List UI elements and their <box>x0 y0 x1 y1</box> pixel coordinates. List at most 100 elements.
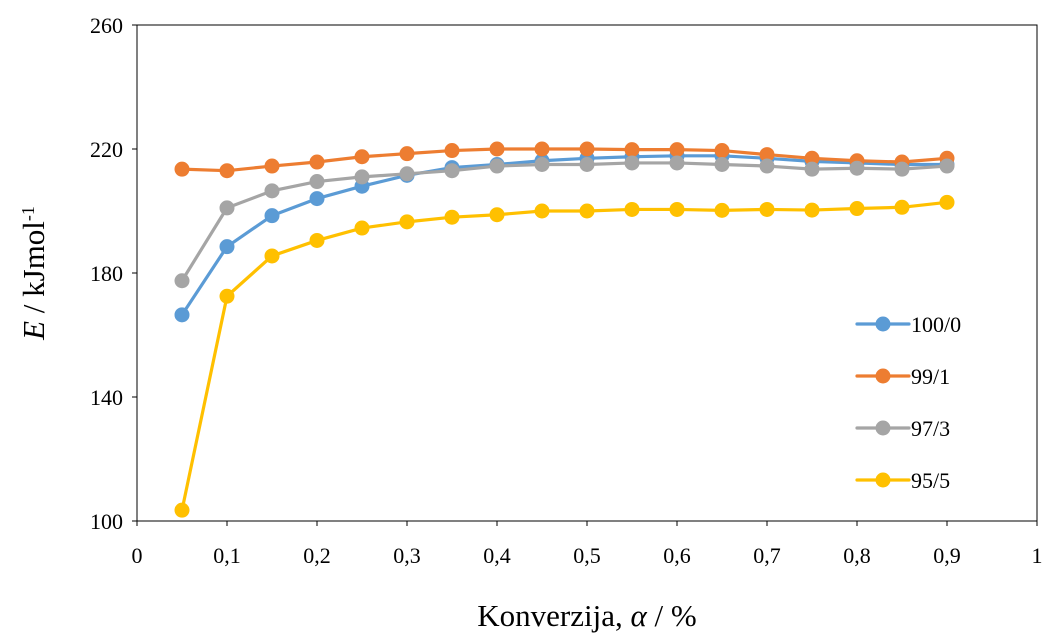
series-point <box>174 502 190 518</box>
x-axis-title: Konverzija, α / % <box>477 598 696 633</box>
legend: 100/0 99/1 97/3 95/5 <box>855 312 961 493</box>
x-tick-label: 0,1 <box>213 543 241 568</box>
series-point <box>174 161 190 177</box>
series-point <box>444 163 460 179</box>
y-axis-unit: / kJmol <box>16 221 51 321</box>
x-tick-label: 0,9 <box>933 543 961 568</box>
series-point <box>174 307 190 323</box>
series-point <box>489 141 505 157</box>
x-axis-prefix: Konverzija, <box>477 598 630 633</box>
legend-item: 95/5 <box>855 468 950 493</box>
series-line <box>180 147 949 173</box>
series-point <box>264 183 280 199</box>
plot-area-frame <box>136 24 1038 522</box>
y-axis-symbol: E <box>16 321 51 341</box>
y-axis-superscript: -1 <box>18 206 38 221</box>
series-point <box>444 143 460 159</box>
series-point <box>264 158 280 174</box>
y-tick-label: 260 <box>90 13 123 38</box>
series-point <box>939 158 955 174</box>
x-tick-label: 0,5 <box>573 543 601 568</box>
y-axis-ticks: 100 140 180 220 260 <box>90 13 137 534</box>
legend-item: 99/1 <box>855 364 950 389</box>
series-point <box>669 142 685 158</box>
legend-marker <box>875 420 891 436</box>
series-point <box>849 160 865 176</box>
series-layer <box>174 141 955 518</box>
x-tick-label: 0,2 <box>303 543 331 568</box>
series-point <box>489 158 505 174</box>
series-point <box>624 142 640 158</box>
series-line <box>180 154 949 317</box>
x-tick-label: 0,7 <box>753 543 781 568</box>
x-tick-label: 0,3 <box>393 543 421 568</box>
legend-marker <box>875 472 891 488</box>
series-point <box>534 157 550 172</box>
y-tick-label: 140 <box>90 385 123 410</box>
series-point <box>534 203 550 219</box>
series-point <box>264 208 280 224</box>
series-line <box>180 161 949 283</box>
x-tick-label: 0,6 <box>663 543 691 568</box>
legend-item: 97/3 <box>855 416 950 441</box>
legend-item: 100/0 <box>855 312 961 337</box>
series-point <box>714 202 730 218</box>
y-tick-label: 180 <box>90 261 123 286</box>
series-point <box>714 143 730 159</box>
y-axis-title: E / kJmol-1 <box>16 206 51 341</box>
legend-label: 99/1 <box>911 364 950 389</box>
series-point <box>579 141 595 157</box>
series-point <box>534 141 550 157</box>
series-point <box>399 146 415 162</box>
y-tick-label: 100 <box>90 509 123 534</box>
series-point <box>939 194 955 210</box>
series-point <box>219 239 235 255</box>
series-2 <box>174 155 955 289</box>
series-line <box>180 200 949 512</box>
x-tick-label: 1 <box>1032 543 1043 568</box>
series-point <box>309 174 325 190</box>
series-point <box>624 201 640 217</box>
series-point <box>759 201 775 217</box>
series-point <box>354 169 370 185</box>
series-point <box>219 163 235 179</box>
series-point <box>804 202 820 218</box>
legend-marker <box>875 368 891 384</box>
legend-label: 97/3 <box>911 416 950 441</box>
series-point <box>579 203 595 219</box>
series-point <box>399 166 415 182</box>
series-point <box>309 232 325 248</box>
series-point <box>489 207 505 223</box>
series-point <box>219 288 235 304</box>
series-point <box>579 157 595 172</box>
y-tick-label: 220 <box>90 137 123 162</box>
series-point <box>399 214 415 230</box>
series-point <box>759 158 775 174</box>
series-point <box>849 201 865 217</box>
x-axis-ticks: 0 0,1 0,2 0,3 0,4 0,5 0,6 0,7 0,8 0,9 1 <box>132 521 1043 568</box>
series-point <box>894 161 910 177</box>
series-point <box>894 199 910 215</box>
legend-label: 95/5 <box>911 468 950 493</box>
legend-marker <box>875 316 891 332</box>
series-point <box>444 209 460 225</box>
x-axis-symbol: α <box>631 598 648 633</box>
series-point <box>219 200 235 216</box>
series-1 <box>174 141 955 179</box>
series-point <box>309 191 325 207</box>
series-point <box>669 155 685 171</box>
series-point <box>309 154 325 170</box>
series-point <box>264 248 280 264</box>
x-tick-label: 0,4 <box>483 543 511 568</box>
series-3 <box>174 194 955 518</box>
series-point <box>624 155 640 171</box>
series-point <box>669 201 685 217</box>
series-point <box>354 220 370 236</box>
legend-label: 100/0 <box>911 312 961 337</box>
series-0 <box>174 148 955 323</box>
series-point <box>354 149 370 165</box>
x-tick-label: 0,8 <box>843 543 871 568</box>
series-point <box>714 157 730 172</box>
